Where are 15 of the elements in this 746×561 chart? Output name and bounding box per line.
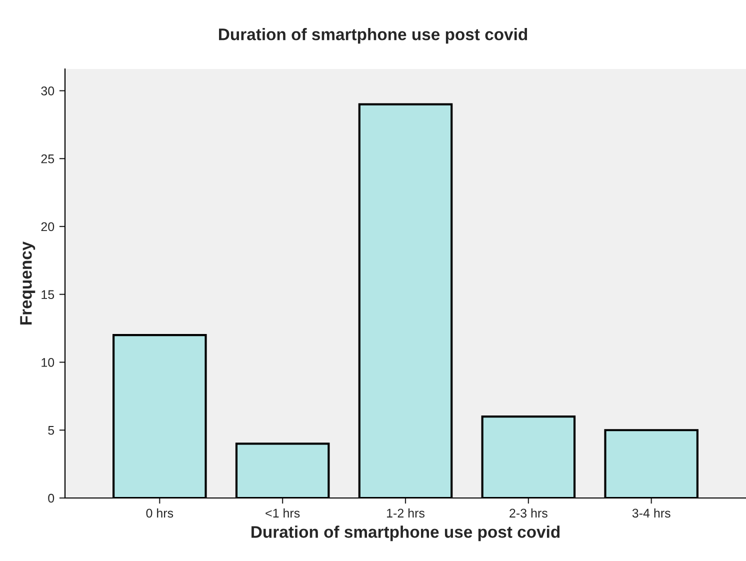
- x-tick-label: 3-4 hrs: [632, 508, 670, 518]
- y-axis-title: Frequency: [20, 241, 36, 325]
- chart-title: Duration of smartphone use post covid: [219, 28, 528, 44]
- y-tick-label: 30: [41, 86, 54, 96]
- x-axis-title: Duration of smartphone use post covid: [252, 526, 560, 542]
- y-tick-label: 5: [48, 426, 54, 435]
- y-tick-label: 20: [41, 222, 54, 232]
- y-tick-label: 15: [42, 290, 54, 300]
- y-tick-label: 0: [48, 494, 54, 503]
- x-tick-label: 2-3 hrs: [510, 508, 548, 518]
- y-tick-label: 10: [42, 358, 54, 367]
- y-tick-label: 25: [41, 154, 54, 164]
- x-tick-label: <1 hrs: [266, 508, 300, 518]
- x-tick-label: 0 hrs: [146, 508, 174, 518]
- x-tick-label: 1-2 hrs: [387, 508, 424, 518]
